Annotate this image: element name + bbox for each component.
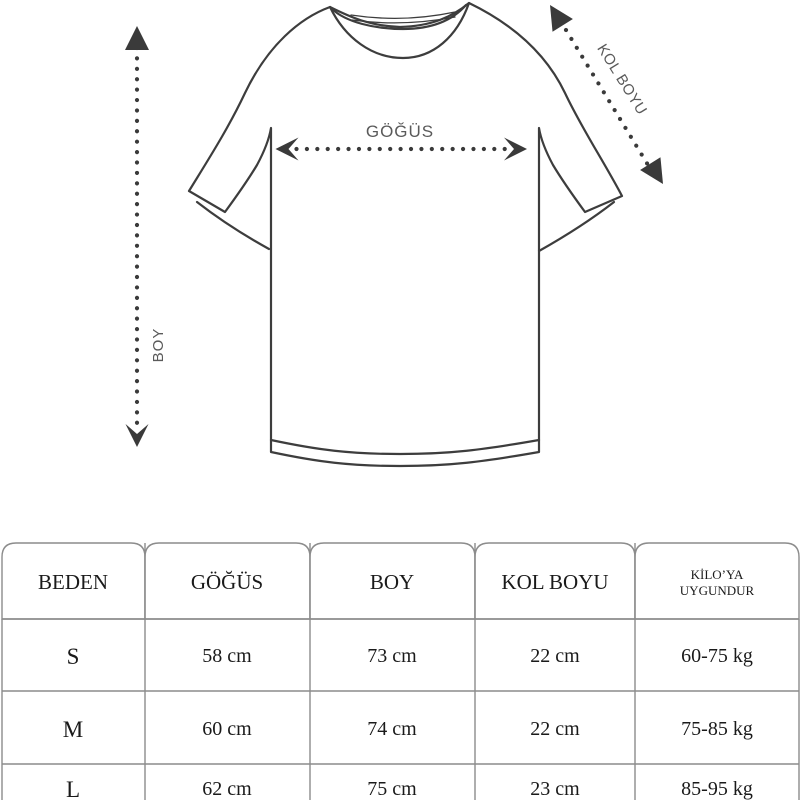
svg-text:22 cm: 22 cm [530, 718, 580, 740]
svg-text:23 cm: 23 cm [530, 778, 580, 800]
svg-text:22 cm: 22 cm [530, 645, 580, 667]
svg-text:60-75 kg: 60-75 kg [681, 645, 753, 667]
svg-text:BOY: BOY [150, 328, 167, 363]
svg-text:85-95 kg: 85-95 kg [681, 778, 753, 800]
svg-text:73 cm: 73 cm [367, 645, 417, 667]
svg-text:58 cm: 58 cm [202, 645, 252, 667]
svg-text:GÖĞÜS: GÖĞÜS [366, 122, 434, 141]
svg-text:BOY: BOY [370, 570, 414, 594]
svg-text:S: S [67, 644, 80, 669]
svg-text:75-85 kg: 75-85 kg [681, 718, 753, 740]
svg-text:GÖĞÜS: GÖĞÜS [191, 570, 263, 594]
svg-text:60 cm: 60 cm [202, 718, 252, 740]
svg-text:UYGUNDUR: UYGUNDUR [680, 583, 755, 598]
svg-text:KİLO’YA: KİLO’YA [691, 567, 744, 582]
svg-text:75 cm: 75 cm [367, 778, 417, 800]
svg-text:KOL BOYU: KOL BOYU [501, 570, 608, 594]
svg-text:KOL BOYU: KOL BOYU [593, 41, 650, 118]
svg-text:BEDEN: BEDEN [38, 570, 108, 594]
svg-text:62 cm: 62 cm [202, 778, 252, 800]
svg-text:L: L [66, 777, 80, 800]
svg-text:M: M [63, 717, 83, 742]
svg-text:74 cm: 74 cm [367, 718, 417, 740]
